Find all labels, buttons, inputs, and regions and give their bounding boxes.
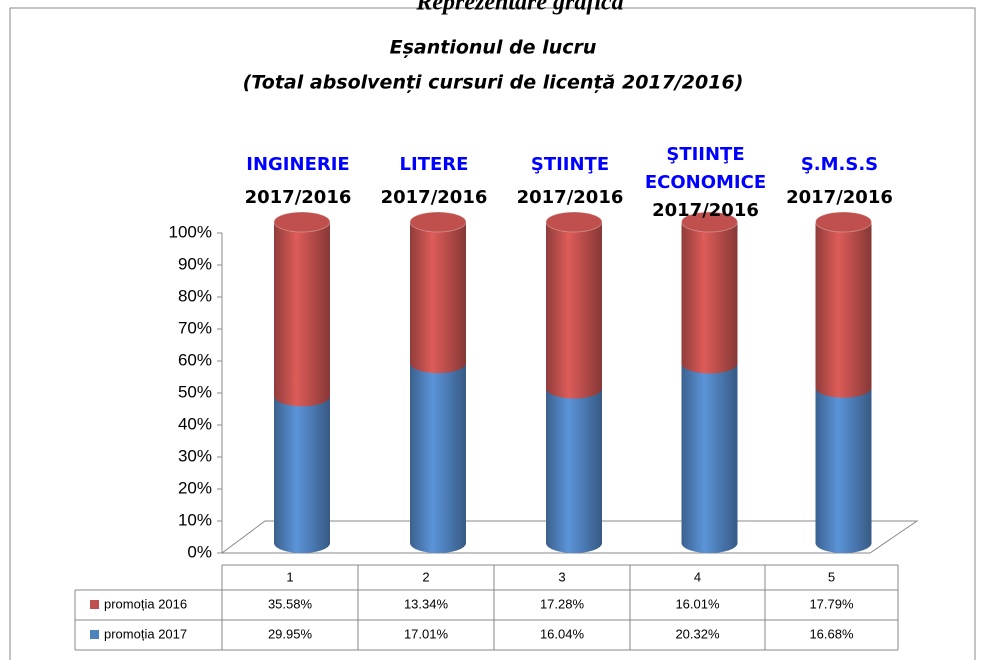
legend-label: promoția 2016 (104, 596, 187, 611)
bar-segment (274, 396, 330, 543)
annotation-note: 2017/2016 (652, 200, 759, 221)
segment-base (546, 533, 602, 553)
cylinder-top (815, 211, 872, 233)
y-tick-label: 80% (178, 286, 212, 305)
cylinder-top (545, 211, 603, 233)
y-tick-label: 60% (178, 350, 212, 369)
bar-segment (681, 363, 738, 543)
annotation-label: INGINERIE (246, 154, 349, 175)
bar-segment (410, 222, 466, 364)
annotation-note: 2017/2016 (381, 187, 488, 208)
annotation-label: LITERE (400, 154, 469, 175)
segment-base (410, 353, 466, 374)
y-tick-label: 100% (169, 222, 212, 241)
y-tick-label: 0% (187, 542, 212, 561)
bar-segment (815, 387, 872, 543)
heading: Reprezentare grafică (415, 0, 623, 16)
segment-base (274, 386, 330, 407)
annotation-label: ŞTIINŢE (531, 154, 609, 175)
segment-base (681, 353, 738, 374)
table-value: 17.01% (404, 626, 449, 641)
table-value: 29.95% (268, 626, 313, 641)
y-tick-label: 20% (178, 478, 212, 497)
legend-label: promoția 2017 (104, 626, 187, 641)
x-tick-label: 1 (286, 569, 293, 584)
segment-base (274, 533, 330, 553)
y-tick-label: 70% (178, 318, 212, 337)
segment-base (410, 533, 466, 553)
legend-swatch (90, 630, 99, 639)
x-tick-label: 3 (558, 569, 565, 584)
table-value: 16.68% (809, 626, 854, 641)
table-value: 16.01% (675, 596, 720, 611)
bar-segment (410, 363, 466, 543)
cylinder-top (409, 211, 467, 233)
segment-base (546, 378, 602, 399)
legend-swatch (90, 600, 99, 609)
annotation-note: 2017/2016 (517, 187, 624, 208)
annotation-note: 2017/2016 (786, 187, 893, 208)
segment-base (815, 377, 872, 398)
table-value: 20.32% (675, 626, 720, 641)
bar-segment (815, 222, 872, 388)
chart-subtitle: (Total absolvenți cursuri de licență 201… (243, 72, 744, 94)
segment-base (681, 533, 738, 553)
x-tick-label: 4 (694, 569, 701, 584)
annotation-note: 2017/2016 (245, 187, 352, 208)
annotation-label: ŞTIINŢE (666, 144, 744, 165)
cylinder-top (681, 211, 738, 233)
bar-segment (681, 222, 738, 364)
y-tick-label: 40% (178, 414, 212, 433)
cylinder-top (273, 211, 331, 233)
annotation-label: ECONOMICE (645, 172, 766, 193)
table-value: 17.79% (809, 596, 854, 611)
annotation-label: Ş.M.S.S (801, 154, 878, 175)
segment-base (815, 533, 872, 553)
bar-segment (546, 388, 602, 543)
table-value: 35.58% (268, 596, 313, 611)
x-tick-label: 2 (422, 569, 429, 584)
x-tick-label: 5 (828, 569, 835, 584)
bar-segment (546, 222, 602, 389)
table-value: 13.34% (404, 596, 449, 611)
table-value: 17.28% (540, 596, 585, 611)
table-value: 16.04% (540, 626, 585, 641)
y-tick-label: 90% (178, 254, 212, 273)
y-tick-label: 10% (178, 510, 212, 529)
chart-title: Eșantionul de lucru (390, 37, 597, 59)
chart-frame (9, 7, 976, 660)
y-tick-label: 50% (178, 382, 212, 401)
bar-segment (274, 222, 330, 397)
y-tick-label: 30% (178, 446, 212, 465)
